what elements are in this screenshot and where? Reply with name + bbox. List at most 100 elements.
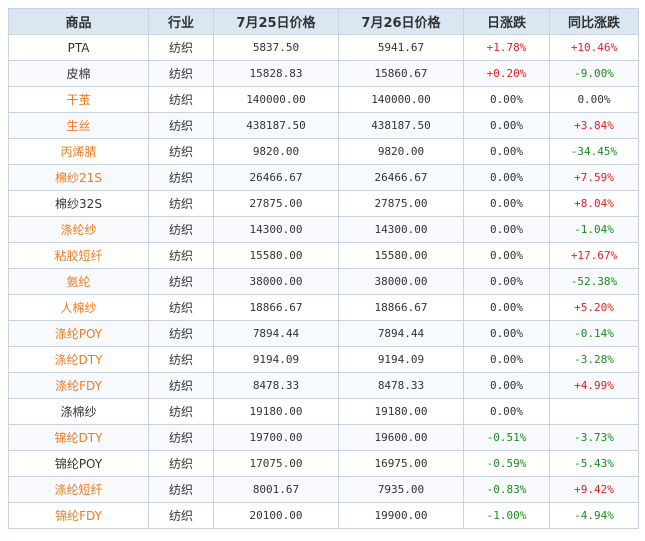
product-link[interactable]: 丙烯腈 xyxy=(8,138,149,165)
industry-cell: 纺织 xyxy=(148,190,214,217)
yoy-change-cell: +8.04% xyxy=(549,190,639,217)
table-row: 涤纶POY 纺织 7894.44 7894.44 0.00% -0.14% xyxy=(8,320,639,347)
price-date1-cell: 15828.83 xyxy=(213,60,339,87)
yoy-change-cell: +4.99% xyxy=(549,372,639,399)
price-date2-cell: 8478.33 xyxy=(338,372,464,399)
daily-change-cell: 0.00% xyxy=(463,164,550,191)
product-link[interactable]: 锦纶FDY xyxy=(8,502,149,529)
daily-change-cell: +1.78% xyxy=(463,34,550,61)
table-row: 棉纱32S 纺织 27875.00 27875.00 0.00% +8.04% xyxy=(8,190,639,217)
product-link[interactable]: 涤纶POY xyxy=(8,320,149,347)
table-row: 干茧 纺织 140000.00 140000.00 0.00% 0.00% xyxy=(8,86,639,113)
yoy-change-cell: +5.20% xyxy=(549,294,639,321)
industry-cell: 纺织 xyxy=(148,294,214,321)
price-date1-cell: 9820.00 xyxy=(213,138,339,165)
header-date1-price: 7月25日价格 xyxy=(213,8,339,35)
price-table-container: 商品 行业 7月25日价格 7月26日价格 日涨跌 同比涨跌 PTA 纺织 5837… xyxy=(8,8,639,529)
price-date1-cell: 26466.67 xyxy=(213,164,339,191)
yoy-change-cell: -1.04% xyxy=(549,216,639,243)
daily-change-cell: 0.00% xyxy=(463,268,550,295)
yoy-change-cell: -4.94% xyxy=(549,502,639,529)
industry-cell: 纺织 xyxy=(148,60,214,87)
table-row: 人棉纱 纺织 18866.67 18866.67 0.00% +5.20% xyxy=(8,294,639,321)
product-link[interactable]: 氨纶 xyxy=(8,268,149,295)
daily-change-cell: -1.00% xyxy=(463,502,550,529)
product-link[interactable]: 锦纶DTY xyxy=(8,424,149,451)
table-row: 涤棉纱 纺织 19180.00 19180.00 0.00% xyxy=(8,398,639,425)
price-date1-cell: 14300.00 xyxy=(213,216,339,243)
price-date1-cell: 5837.50 xyxy=(213,34,339,61)
price-date2-cell: 15580.00 xyxy=(338,242,464,269)
price-date2-cell: 26466.67 xyxy=(338,164,464,191)
yoy-change-cell: -5.43% xyxy=(549,450,639,477)
price-date2-cell: 9194.09 xyxy=(338,346,464,373)
price-date2-cell: 38000.00 xyxy=(338,268,464,295)
yoy-change-cell: +7.59% xyxy=(549,164,639,191)
product-link[interactable]: 涤纶DTY xyxy=(8,346,149,373)
price-date1-cell: 140000.00 xyxy=(213,86,339,113)
daily-change-cell: +0.20% xyxy=(463,60,550,87)
price-date1-cell: 8001.67 xyxy=(213,476,339,503)
daily-change-cell: 0.00% xyxy=(463,190,550,217)
product-link[interactable]: 生丝 xyxy=(8,112,149,139)
industry-cell: 纺织 xyxy=(148,476,214,503)
product-name: 皮棉 xyxy=(8,60,149,87)
yoy-change-cell: -34.45% xyxy=(549,138,639,165)
price-date1-cell: 19700.00 xyxy=(213,424,339,451)
product-name: PTA xyxy=(8,34,149,61)
product-name: 棉纱32S xyxy=(8,190,149,217)
price-date1-cell: 8478.33 xyxy=(213,372,339,399)
product-name: 涤棉纱 xyxy=(8,398,149,425)
industry-cell: 纺织 xyxy=(148,320,214,347)
product-link[interactable]: 人棉纱 xyxy=(8,294,149,321)
header-product: 商品 xyxy=(8,8,149,35)
yoy-change-cell: 0.00% xyxy=(549,86,639,113)
price-date1-cell: 38000.00 xyxy=(213,268,339,295)
table-row: 涤纶纱 纺织 14300.00 14300.00 0.00% -1.04% xyxy=(8,216,639,243)
table-body: PTA 纺织 5837.50 5941.67 +1.78% +10.46% 皮棉 纺织 1582… xyxy=(8,34,639,529)
product-link[interactable]: 涤纶FDY xyxy=(8,372,149,399)
table-row: 生丝 纺织 438187.50 438187.50 0.00% +3.84% xyxy=(8,112,639,139)
price-date1-cell: 438187.50 xyxy=(213,112,339,139)
price-date2-cell: 27875.00 xyxy=(338,190,464,217)
price-date1-cell: 20100.00 xyxy=(213,502,339,529)
industry-cell: 纺织 xyxy=(148,242,214,269)
daily-change-cell: 0.00% xyxy=(463,346,550,373)
product-link[interactable]: 粘胶短纤 xyxy=(8,242,149,269)
industry-cell: 纺织 xyxy=(148,502,214,529)
yoy-change-cell: -0.14% xyxy=(549,320,639,347)
daily-change-cell: 0.00% xyxy=(463,372,550,399)
price-date2-cell: 140000.00 xyxy=(338,86,464,113)
table-header-row: 商品 行业 7月25日价格 7月26日价格 日涨跌 同比涨跌 xyxy=(8,8,639,35)
daily-change-cell: 0.00% xyxy=(463,86,550,113)
yoy-change-cell: -3.73% xyxy=(549,424,639,451)
price-table: 商品 行业 7月25日价格 7月26日价格 日涨跌 同比涨跌 PTA 纺织 5837… xyxy=(8,8,639,529)
product-link[interactable]: 棉纱21S xyxy=(8,164,149,191)
price-date1-cell: 9194.09 xyxy=(213,346,339,373)
table-row: 氨纶 纺织 38000.00 38000.00 0.00% -52.38% xyxy=(8,268,639,295)
industry-cell: 纺织 xyxy=(148,450,214,477)
table-row: 粘胶短纤 纺织 15580.00 15580.00 0.00% +17.67% xyxy=(8,242,639,269)
yoy-change-cell: +17.67% xyxy=(549,242,639,269)
price-date1-cell: 19180.00 xyxy=(213,398,339,425)
daily-change-cell: 0.00% xyxy=(463,320,550,347)
header-daily-change: 日涨跌 xyxy=(463,8,550,35)
product-link[interactable]: 干茧 xyxy=(8,86,149,113)
yoy-change-cell: +10.46% xyxy=(549,34,639,61)
price-date1-cell: 15580.00 xyxy=(213,242,339,269)
table-row: 皮棉 纺织 15828.83 15860.67 +0.20% -9.00% xyxy=(8,60,639,87)
daily-change-cell: 0.00% xyxy=(463,216,550,243)
price-date2-cell: 18866.67 xyxy=(338,294,464,321)
price-date2-cell: 5941.67 xyxy=(338,34,464,61)
industry-cell: 纺织 xyxy=(148,372,214,399)
industry-cell: 纺织 xyxy=(148,424,214,451)
product-link[interactable]: 涤纶纱 xyxy=(8,216,149,243)
product-link[interactable]: 涤纶短纤 xyxy=(8,476,149,503)
industry-cell: 纺织 xyxy=(148,216,214,243)
table-row: 涤纶短纤 纺织 8001.67 7935.00 -0.83% +9.42% xyxy=(8,476,639,503)
price-date2-cell: 14300.00 xyxy=(338,216,464,243)
daily-change-cell: 0.00% xyxy=(463,112,550,139)
header-yoy-change: 同比涨跌 xyxy=(549,8,639,35)
yoy-change-cell: +9.42% xyxy=(549,476,639,503)
price-date2-cell: 19600.00 xyxy=(338,424,464,451)
